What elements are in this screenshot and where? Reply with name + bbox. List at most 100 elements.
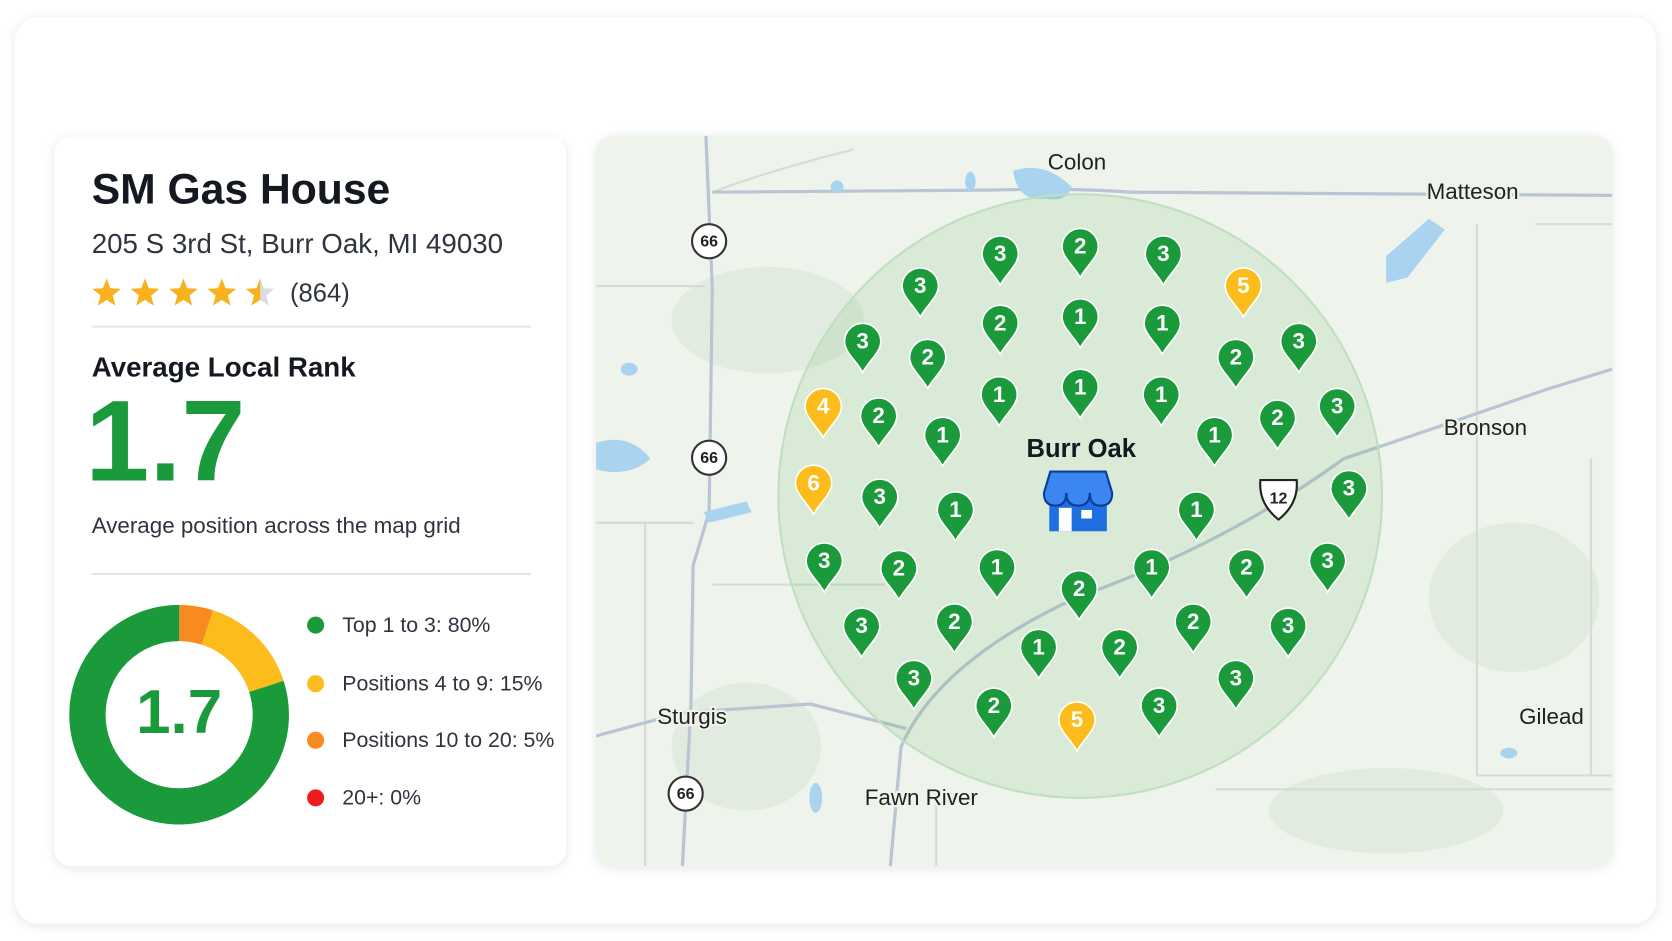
place-label: Bronson — [1444, 415, 1527, 440]
donut-center: 1.7 — [136, 678, 222, 747]
pin-label: 1 — [1074, 304, 1086, 329]
star — [246, 278, 261, 306]
legend-label: 20+: 0% — [342, 786, 421, 810]
rank-pin — [1060, 570, 1099, 622]
pin-label: 3 — [1230, 665, 1242, 690]
rank-pin — [1308, 542, 1347, 594]
pin-label: 1 — [1155, 382, 1167, 407]
place-label: Fawn River — [865, 785, 979, 810]
rank-pin — [1061, 298, 1100, 350]
star — [130, 278, 160, 306]
pin-label: 5 — [1071, 707, 1083, 732]
pin-label: 2 — [1271, 405, 1283, 430]
pin-label: 2 — [1187, 609, 1199, 634]
star — [207, 278, 236, 306]
rank-pin — [805, 542, 844, 594]
rank-pin — [894, 659, 933, 712]
rank-pin — [1216, 659, 1255, 712]
pin-label: 3 — [1343, 476, 1355, 501]
rank-pin — [1142, 375, 1181, 428]
rank-value: 1.7 — [85, 378, 245, 506]
pin-label: 5 — [1237, 273, 1249, 298]
pin-label: 1 — [1145, 555, 1157, 580]
pin-label: 3 — [1282, 613, 1294, 638]
pin-label: 1 — [1032, 634, 1044, 659]
place-label: Colon — [1048, 149, 1106, 174]
minor-roads — [596, 148, 1613, 867]
rank-pin — [1143, 304, 1182, 356]
pin-label: 2 — [994, 310, 1006, 335]
rank-pin — [1224, 267, 1263, 319]
rank-pin — [1100, 628, 1139, 681]
pin-label: 3 — [1153, 693, 1165, 718]
pin-label: 2 — [921, 344, 933, 369]
pin-label: 3 — [818, 548, 830, 573]
place-label: Gilead — [1519, 704, 1584, 729]
rank-pin — [935, 603, 974, 655]
star — [169, 278, 198, 306]
pin-label: 1 — [1208, 422, 1220, 447]
legend: Top 1 to 3: 80% Positions 4 to 9: 15% Posi… — [307, 613, 554, 810]
rank-pin — [804, 387, 843, 440]
rank-pin — [843, 322, 882, 375]
rank-pin — [860, 478, 899, 530]
rank-pin — [794, 464, 833, 516]
shield-label: 66 — [700, 234, 718, 251]
pin-label: 2 — [988, 693, 1000, 718]
rank-pin — [936, 491, 975, 543]
business-name: SM Gas House — [92, 165, 391, 213]
rank-pin — [980, 375, 1019, 428]
rank-heading: Average Local Rank — [92, 352, 357, 383]
rank-pin — [1195, 416, 1234, 468]
rank-pin — [1258, 399, 1297, 451]
legend-dot — [307, 675, 325, 693]
legend-label: Positions 4 to 9: 15% — [342, 671, 542, 695]
map: Colon Matteson Bronson Gilead Sturgis Fawn Ri… — [596, 135, 1613, 867]
legend-label: Top 1 to 3: 80% — [342, 613, 490, 637]
pin-label: 1 — [991, 555, 1003, 580]
place-labels: Colon Matteson Bronson Gilead Sturgis Fawn Ri… — [655, 147, 1586, 812]
rank-pin — [1318, 387, 1357, 440]
rank-pin — [1177, 491, 1216, 543]
pin-label: 3 — [908, 665, 920, 690]
pin-label: 1 — [936, 422, 948, 447]
pin-label: 3 — [855, 613, 867, 638]
rank-pin — [901, 267, 940, 319]
rank-pin — [1061, 368, 1100, 420]
rank-pin — [1061, 227, 1100, 280]
rank-pin — [1019, 628, 1058, 681]
rank-pin — [1329, 469, 1368, 522]
pin-label: 2 — [872, 403, 884, 428]
rank-pin — [981, 304, 1020, 356]
pin-label: 4 — [817, 394, 830, 419]
pin-label: 2 — [893, 556, 905, 581]
business-pin-label: Burr Oak — [1027, 435, 1137, 463]
rank-pin — [1279, 322, 1318, 375]
shield-label: 66 — [677, 786, 695, 803]
state-shield — [690, 223, 728, 260]
pin-label: 3 — [914, 273, 926, 298]
pin-label: 2 — [1074, 234, 1086, 259]
rank-pin — [1132, 548, 1171, 601]
pin-label: 2 — [1073, 576, 1085, 601]
rank-pin — [859, 397, 898, 449]
rank-pin — [1144, 235, 1183, 287]
rank-pin — [1216, 338, 1255, 391]
rank-pin — [1140, 687, 1179, 739]
shield-label: 12 — [1270, 491, 1288, 508]
donut-segment — [69, 604, 289, 825]
rank-pin — [978, 548, 1016, 601]
pin-label: 2 — [1230, 344, 1242, 369]
pin-label: 3 — [873, 484, 885, 509]
info-card — [54, 136, 567, 867]
us-shield — [1259, 479, 1298, 521]
review-count: (864) — [290, 279, 350, 307]
pin-label: 2 — [1113, 634, 1125, 659]
rating-stars — [92, 278, 275, 306]
rank-pin — [1269, 607, 1308, 659]
place-label: Matteson — [1427, 179, 1519, 204]
pin-label: 3 — [1321, 548, 1333, 573]
legend-dot — [307, 731, 325, 749]
